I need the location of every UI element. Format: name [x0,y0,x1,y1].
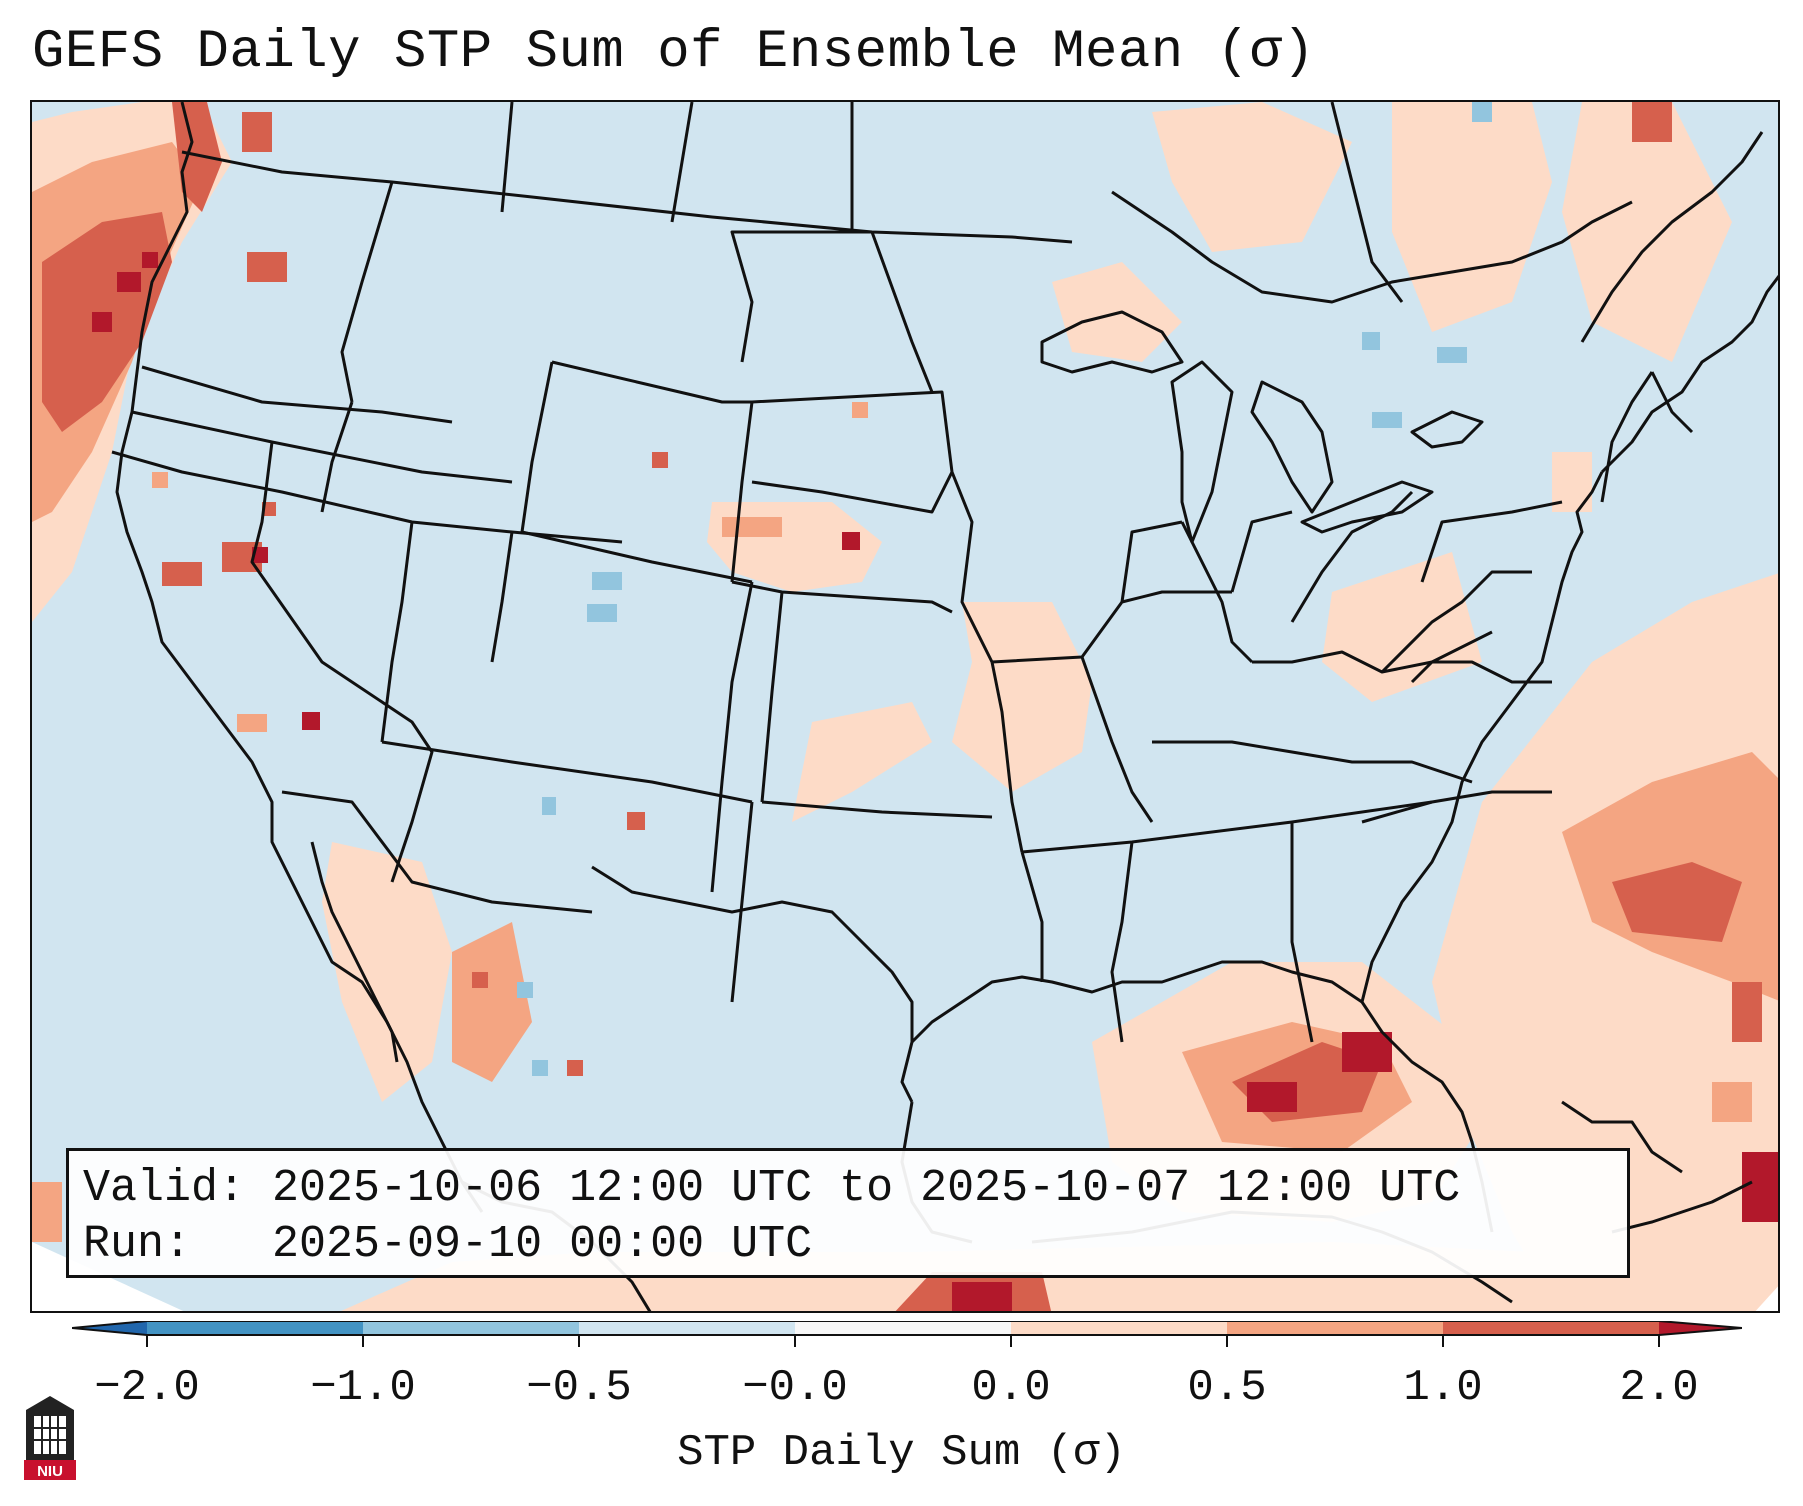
map-panel [30,100,1780,1313]
colorbar-bin [1011,1321,1227,1335]
colorbar-tick-label: 0.0 [971,1363,1051,1413]
colorbar-extend-low [72,1321,147,1335]
outside-domain [1755,1286,1778,1311]
colorbar-label: STP Daily Sum (σ) [677,1428,1126,1478]
validity-info-box: Valid: 2025-10-06 12:00 UTC to 2025-10-0… [66,1148,1630,1278]
colorbar-tick-label: 0.5 [1187,1363,1267,1413]
colorbar-bin [1227,1321,1443,1335]
colorbar-bin [363,1321,579,1335]
colorbar-bin [147,1321,363,1335]
colorbar-tick-label: −0.5 [526,1363,632,1413]
colorbar-extend-high [1659,1321,1742,1335]
colorbar-ticks [146,1335,1660,1347]
colorbar-bin [1443,1321,1659,1335]
colorbar-tick-label: −0.0 [742,1363,848,1413]
colorbar-tick-label: 2.0 [1619,1363,1699,1413]
valid-time-text: Valid: 2025-10-06 12:00 UTC to 2025-10-0… [83,1163,1461,1214]
logo-text: NIU [37,1463,63,1480]
colorbar [72,1321,1742,1347]
stp-map [32,102,1778,1311]
colorbar-tick-label: 1.0 [1403,1363,1483,1413]
colorbar-bin [795,1321,1011,1335]
run-time-text: Run: 2025-09-10 00:00 UTC [83,1219,813,1270]
niu-logo: NIU [24,1396,76,1480]
state-borders [111,102,1694,1043]
colorbar-bin [579,1321,795,1335]
colorbar-tick-label: −2.0 [94,1363,200,1413]
map-title: GEFS Daily STP Sum of Ensemble Mean (σ) [32,22,1316,83]
colorbar-tick-label: −1.0 [310,1363,416,1413]
